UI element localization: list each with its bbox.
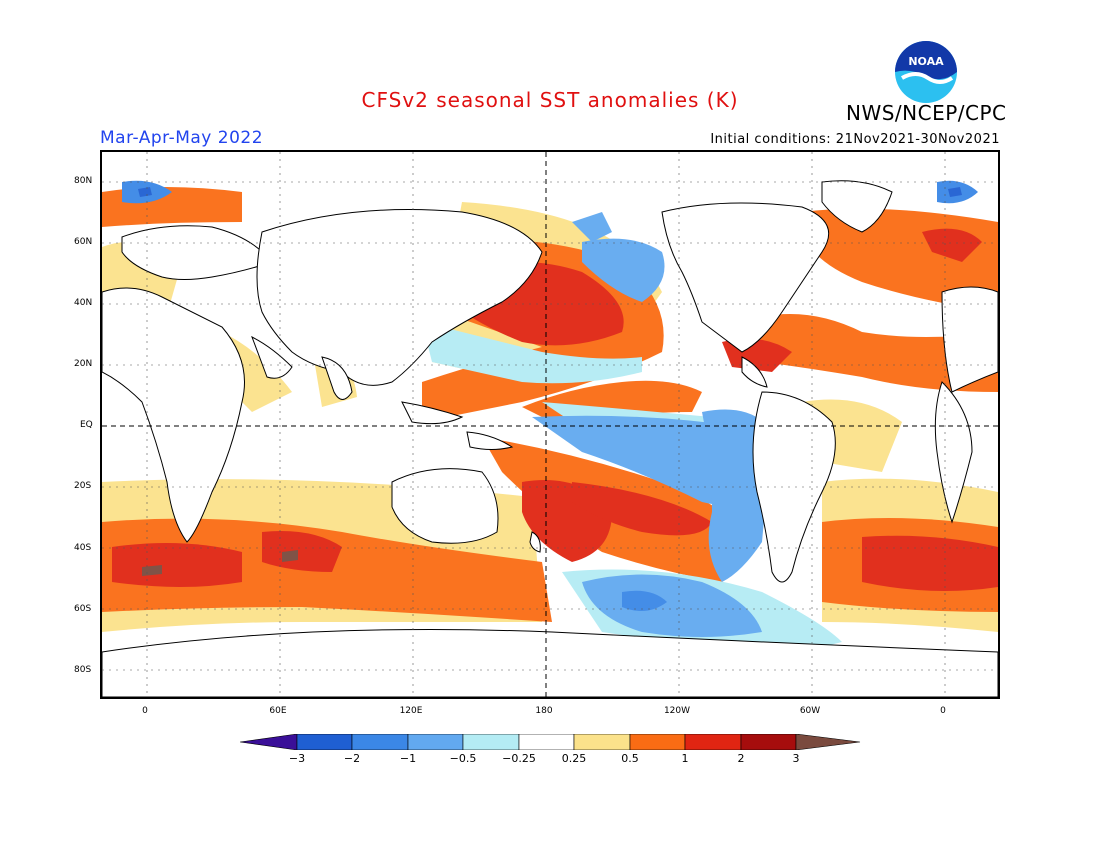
- colorbar: [240, 734, 861, 750]
- colorbar-tick-label: −3: [288, 752, 306, 765]
- lon-label: 60E: [269, 706, 287, 716]
- lon-label: 120E: [399, 706, 423, 716]
- initial-conditions-label: Initial conditions: 21Nov2021-30Nov2021: [710, 132, 1000, 147]
- lat-label: 20N: [74, 359, 93, 369]
- colorbar-tick-label: −2: [343, 752, 361, 765]
- lon-label: 180: [535, 706, 553, 716]
- lat-label: 80S: [74, 665, 92, 675]
- lon-label: 120W: [663, 706, 691, 716]
- colorbar-segment: [518, 734, 575, 750]
- continents: [102, 180, 998, 697]
- colorbar-segment: [684, 734, 742, 750]
- colorbar-segment: [573, 734, 631, 750]
- lat-label: 80N: [74, 176, 93, 186]
- lat-label: 60N: [74, 237, 93, 247]
- map-title: CFSv2 seasonal SST anomalies (K): [361, 88, 739, 112]
- colorbar-tick-label: 0.5: [621, 752, 639, 765]
- equator-dateline: [102, 152, 998, 697]
- noaa-logo-text: NOAA: [908, 55, 944, 68]
- colorbar-segment: [795, 734, 861, 750]
- anomaly-fields: [102, 152, 998, 697]
- colorbar-segment: [629, 734, 686, 750]
- lon-label: 0: [940, 706, 946, 716]
- colorbar-segment: [462, 734, 520, 750]
- lat-label: 40N: [74, 298, 93, 308]
- lon-label: 60W: [799, 706, 821, 716]
- noaa-logo: NOAA: [895, 41, 957, 103]
- colorbar-tick-label: 3: [792, 752, 800, 765]
- colorbar-segment: [351, 734, 409, 750]
- lat-label: EQ: [80, 420, 93, 430]
- map-canvas: [102, 152, 998, 697]
- sst-anomaly-map: [100, 150, 1000, 699]
- lat-label: 20S: [74, 481, 92, 491]
- colorbar-tick-label: 1: [681, 752, 689, 765]
- colorbar-segment: [740, 734, 797, 750]
- colorbar-tick-label: −0.5: [449, 752, 477, 765]
- colorbar-segment: [240, 734, 298, 750]
- colorbar-tick-label: −0.25: [502, 752, 536, 765]
- colorbar-tick-label: −1: [399, 752, 417, 765]
- colorbar-segment: [407, 734, 464, 750]
- lat-label: 40S: [74, 543, 92, 553]
- graticule: [102, 152, 998, 697]
- lon-label: 0: [142, 706, 148, 716]
- lat-label: 60S: [74, 604, 92, 614]
- agency-label: NWS/NCEP/CPC: [846, 101, 1007, 125]
- colorbar-tick-label: 2: [737, 752, 745, 765]
- colorbar-tick-label: 0.25: [561, 752, 587, 765]
- season-label: Mar-Apr-May 2022: [100, 128, 264, 148]
- colorbar-segment: [296, 734, 353, 750]
